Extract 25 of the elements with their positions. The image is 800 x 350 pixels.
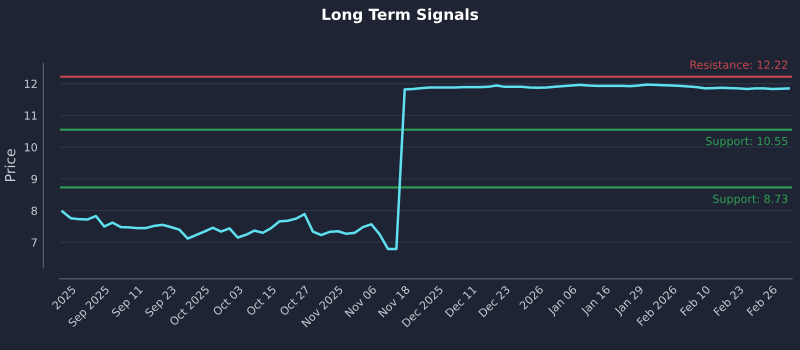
y-tick-label: 11: [24, 112, 37, 120]
y-axis-title: Price: [4, 149, 16, 181]
x-tick-label: Jan 06: [546, 285, 579, 317]
x-tick-label: Nov 18: [378, 285, 410, 318]
x-tick-label: Sep 11: [110, 285, 144, 319]
y-tick-label: 10: [24, 143, 38, 152]
x-tick-label: Feb 26: [746, 284, 778, 316]
y-tick-label: 9: [31, 174, 37, 184]
ref-line-label: Resistance: 12.22: [690, 60, 788, 69]
line-series: [61, 83, 790, 250]
y-tick-label: 7: [32, 238, 37, 247]
x-tick-label: Jan 16: [580, 285, 612, 317]
x-tick-label: Feb 23: [712, 285, 744, 316]
ref-line-label: Support: 8.73: [713, 194, 788, 206]
chart-title: Long Term Signals: [322, 8, 478, 24]
y-tick-label: 8: [31, 206, 38, 215]
x-tick-label: Oct 03: [212, 285, 244, 316]
x-tick-label: Oct 27: [279, 285, 310, 316]
x-tick-label: Nov 06: [344, 285, 377, 318]
x-tick-label: Feb 10: [680, 284, 711, 316]
x-tick-label: Dec 23: [478, 285, 510, 318]
x-tick-label: Oct 15: [246, 285, 277, 316]
x-tick-label: Dec 11: [444, 285, 477, 318]
y-tick-label: 12: [24, 80, 37, 88]
ref-line-label: Support: 10.55: [706, 136, 788, 148]
